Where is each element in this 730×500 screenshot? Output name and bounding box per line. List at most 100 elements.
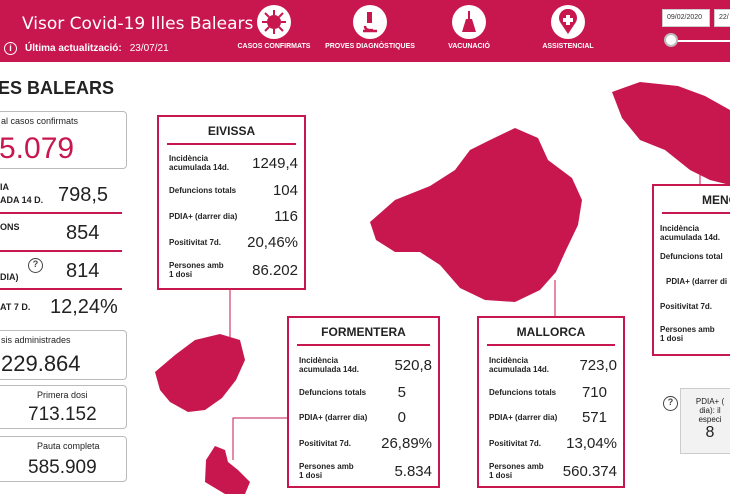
menorca-shape — [612, 82, 730, 185]
incidence-value: 1249,4 — [252, 154, 298, 172]
inc-label-1: Incidència — [489, 356, 529, 365]
date-slider-track[interactable] — [668, 40, 730, 42]
full-dose-box: Pauta completa 585.909 — [0, 436, 127, 482]
date-to-input[interactable]: 22/ — [714, 9, 730, 27]
region-heading: ES BALEARS — [0, 78, 115, 98]
positivity-value: 20,46% — [247, 233, 298, 251]
total-cases-label: al casos confirmats — [1, 116, 79, 126]
persons-label-1: Persones amb — [489, 462, 544, 471]
pdia-label: PDIA+ (darrer dia) — [169, 211, 238, 221]
incidence-value: 723,0 — [579, 356, 617, 374]
persons-row: Persones amb 1 dosi 86.202 — [159, 255, 304, 285]
positivity-row: Positivitat 7d. 20,46% — [159, 229, 304, 255]
inc-label-2: acumulada 14d. — [660, 233, 721, 242]
pdia-value: 116 — [274, 207, 298, 225]
pdia-note-line3: especi — [698, 415, 722, 424]
deaths-label: Defuncions totals — [489, 387, 557, 397]
incidence-row: IA ADA 14 D. 798,5 — [0, 178, 122, 214]
nav-assistencial[interactable]: ASSISTENCIAL — [519, 2, 617, 60]
deaths-value: 854 — [66, 222, 100, 244]
mallorca-shape — [370, 128, 582, 302]
deaths-row: Defuncions totals 104 — [159, 177, 304, 203]
doses-box: sis administrades 229.864 — [0, 330, 127, 380]
pdia-note-value: 8 — [705, 424, 715, 441]
persons-value: 560.374 — [562, 462, 617, 480]
positivity-value: 26,89% — [381, 434, 432, 452]
positivity-row: AT 7 D. 12,24% — [0, 292, 122, 322]
info-icon[interactable]: i — [4, 42, 17, 55]
positivity-label: AT 7 D. — [0, 302, 31, 312]
last-update: i Última actualització: 23/07/21 — [4, 42, 169, 55]
persons-row: Persones amb 1 dosi 5.834 — [289, 456, 438, 486]
incidence-row: Incidència acumulada 14d. 723,0 — [479, 350, 623, 380]
formentera-shape — [205, 446, 250, 494]
nav-label: CASOS CONFIRMATS — [237, 43, 311, 50]
pdia-label: PDIA+ (darrer di — [666, 277, 728, 286]
incidence-label-1: IA — [0, 182, 9, 192]
deaths-value: 104 — [272, 181, 298, 199]
positivity-value: 12,24% — [50, 296, 118, 318]
top-header: Visor Covid-19 Illes Balears i Última ac… — [0, 0, 730, 62]
doses-value: 229.864 — [1, 351, 81, 376]
incidence-label-2: ADA 14 D. — [0, 195, 44, 205]
incidence-value: 520,8 — [394, 356, 432, 374]
pdia-value: 571 — [581, 408, 607, 426]
incidence-row: Incidència acumulada 14d. 520,8 — [289, 350, 438, 380]
date-from-input[interactable]: 09/02/2020 — [662, 9, 710, 27]
mallorca-card: MALLORCA Incidència acumulada 14d. 723,0 … — [477, 316, 625, 488]
positivity-label: Positivitat 7d. — [489, 438, 542, 448]
positivity-row: Positivitat 7d. 13,04% — [479, 430, 623, 456]
nav-casos-confirmats[interactable]: CASOS CONFIRMATS — [225, 2, 323, 60]
date-slider-handle[interactable] — [664, 33, 678, 47]
help-icon[interactable]: ? — [28, 258, 43, 273]
deaths-row: Defuncions totals 5 — [289, 380, 438, 404]
deaths-label: Defuncions total — [660, 252, 723, 261]
card-title: MENO — [662, 186, 730, 214]
virus-icon — [257, 5, 291, 39]
pdia-label: PDIA+ (darrer dia) — [299, 412, 368, 422]
deaths-label: Defuncions totals — [299, 387, 367, 397]
first-dose-value: 713.152 — [28, 404, 97, 425]
inc-label-1: Incidència — [660, 224, 700, 233]
inc-label-2: acumulada 14d. — [169, 163, 230, 172]
nav-label: ASSISTENCIAL — [542, 43, 594, 50]
incidence-value: 798,5 — [58, 184, 109, 206]
nav-label: VACUNACIÓ — [448, 43, 490, 50]
card-title: FORMENTERA — [297, 318, 430, 346]
help-icon[interactable]: ? — [663, 396, 678, 411]
pdia-row: DIA) ? 814 — [0, 254, 122, 290]
pdia-value: 814 — [66, 260, 100, 282]
persons-value: 5.834 — [394, 462, 432, 480]
inc-label-2: acumulada 14d. — [299, 365, 360, 374]
first-dose-box: Primera dosi 713.152 — [0, 385, 127, 429]
medical-pin-icon — [551, 5, 585, 39]
pdia-note-line1: PDIA+ ( — [695, 397, 725, 406]
persons-label-1: Persones amb — [299, 462, 354, 471]
deaths-value: 5 — [397, 383, 406, 401]
nav-vacunacio[interactable]: VACUNACIÓ — [420, 2, 518, 60]
date-range: 09/02/2020 22/ — [662, 9, 730, 27]
inc-label-1: Incidència — [169, 154, 209, 163]
deaths-label: Defuncions totals — [169, 185, 237, 195]
positivity-value: 13,04% — [566, 434, 617, 452]
eivissa-shape — [155, 334, 245, 412]
deaths-row: ONS 854 — [0, 216, 122, 252]
pdia-label: DIA) — [0, 272, 19, 282]
pdia-row: PDIA+ (darrer dia) 571 — [479, 404, 623, 430]
microscope-icon — [353, 5, 387, 39]
persons-row: Persones amb 1 dosi — [654, 325, 730, 343]
pdia-note-box: PDIA+ ( dia): il especi 8 — [680, 388, 730, 454]
total-cases-value: 5.079 — [0, 132, 75, 165]
positivity-label: Positivitat 7d. — [660, 302, 713, 311]
total-cases-box: al casos confirmats 5.079 — [0, 111, 127, 169]
app-title: Visor Covid-19 Illes Balears — [22, 14, 254, 34]
pdia-row: PDIA+ (darrer dia) 116 — [159, 203, 304, 229]
nav-proves-diagnostiques[interactable]: PROVES DIAGNÒSTIQUES — [316, 2, 424, 60]
pdia-label: PDIA+ (darrer dia) — [489, 412, 558, 422]
pdia-row: PDIA+ (darrer dia) 0 — [289, 404, 438, 430]
first-dose-label: Primera dosi — [37, 390, 88, 400]
pdia-value: 0 — [397, 408, 406, 426]
persons-label-1: Persones amb — [169, 261, 224, 270]
